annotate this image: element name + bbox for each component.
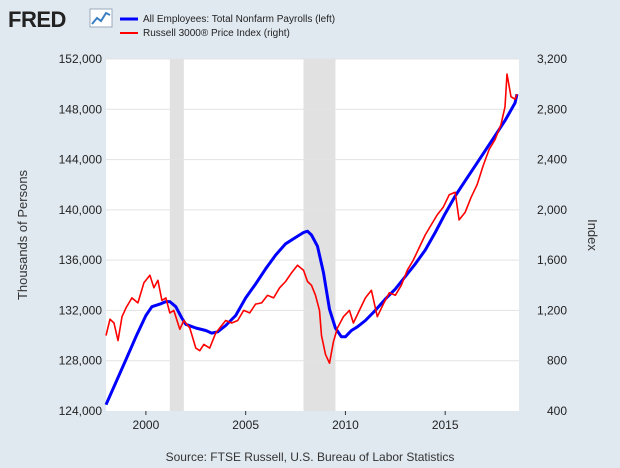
legend-label-payrolls: All Employees: Total Nonfarm Payrolls (l… bbox=[143, 14, 335, 25]
right-tick-label-7: 3,200 bbox=[537, 52, 567, 66]
gridlines bbox=[106, 58, 519, 362]
right-axis-title: Index bbox=[585, 219, 600, 251]
left-axis-title: Thousands of Persons bbox=[15, 169, 30, 300]
right-tick-label-4: 2,000 bbox=[537, 203, 567, 217]
left-tick-label-5: 144,000 bbox=[59, 153, 103, 167]
legend-label-russell: Russell 3000® Price Index (right) bbox=[143, 28, 290, 39]
right-tick-label-5: 2,400 bbox=[537, 153, 567, 167]
legend-item-payrolls[interactable]: All Employees: Total Nonfarm Payrolls (l… bbox=[120, 14, 335, 25]
left-tick-label-7: 152,000 bbox=[59, 52, 103, 66]
x-tick-label-0: 2000 bbox=[133, 418, 160, 432]
series-line-payrolls bbox=[104, 93, 519, 406]
fred-logo-text: FRED bbox=[8, 7, 66, 32]
recession-band-1 bbox=[303, 59, 336, 411]
x-tick-label-2: 2010 bbox=[332, 418, 359, 432]
x-tick-label-3: 2015 bbox=[432, 418, 459, 432]
left-tick-label-6: 148,000 bbox=[59, 102, 103, 116]
fred-logo-icon bbox=[89, 8, 113, 28]
right-tick-label-3: 1,600 bbox=[537, 253, 567, 267]
right-axis-ticks: 400 800 1,200 1,600 2,000 2,400 2,800 3,200 bbox=[537, 52, 567, 418]
left-tick-label-2: 132,000 bbox=[59, 303, 103, 317]
fred-logo[interactable]: FRED bbox=[8, 7, 113, 32]
left-tick-label-1: 128,000 bbox=[59, 354, 103, 368]
left-axis-ticks: 124,000 128,000 132,000 136,000 140,000 144,0… bbox=[59, 52, 103, 418]
right-tick-label-2: 1,200 bbox=[537, 303, 567, 317]
left-tick-label-4: 140,000 bbox=[59, 203, 103, 217]
legend: All Employees: Total Nonfarm Payrolls (l… bbox=[120, 14, 335, 39]
x-axis-ticks: 2000 2005 2010 2015 bbox=[133, 411, 459, 432]
series-line-russell bbox=[105, 73, 518, 365]
recession-band-0 bbox=[169, 59, 184, 411]
left-tick-label-0: 124,000 bbox=[59, 404, 103, 418]
right-tick-label-1: 800 bbox=[547, 354, 567, 368]
legend-item-russell[interactable]: Russell 3000® Price Index (right) bbox=[120, 28, 290, 39]
series-layer bbox=[104, 73, 519, 406]
right-tick-label-6: 2,800 bbox=[537, 102, 567, 116]
left-tick-label-3: 136,000 bbox=[59, 253, 103, 267]
recession-shading bbox=[169, 59, 336, 411]
right-tick-label-0: 400 bbox=[547, 404, 567, 418]
source-note: Source: FTSE Russell, U.S. Bureau of Lab… bbox=[166, 450, 455, 464]
x-tick-label-1: 2005 bbox=[232, 418, 259, 432]
